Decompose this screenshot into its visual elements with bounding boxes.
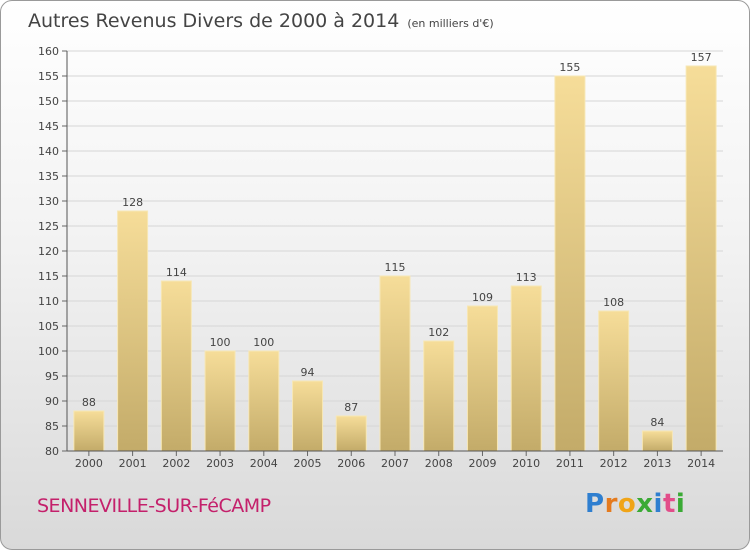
labels: 80 85 90 95 100 105 110 115 120 125 130 135 140 145 15… <box>38 45 715 470</box>
logo-letter: P <box>585 489 605 519</box>
bar <box>73 410 105 452</box>
x-tick-label: 2013 <box>643 457 671 470</box>
x-tick-label: 2001 <box>119 457 147 470</box>
y-tick-label: 115 <box>38 270 59 283</box>
y-tick-label: 135 <box>38 170 59 183</box>
data-label: 102 <box>428 326 449 339</box>
title-unit: (en milliers d'€) <box>407 17 494 30</box>
bar <box>335 415 367 452</box>
data-label: 155 <box>559 61 580 74</box>
x-tick-label: 2007 <box>381 457 409 470</box>
y-tick-label: 90 <box>45 395 59 408</box>
data-label: 113 <box>516 271 537 284</box>
y-tick-label: 120 <box>38 245 59 258</box>
logo-letter: x <box>636 489 654 519</box>
data-label: 108 <box>603 296 624 309</box>
x-tick-label: 2010 <box>512 457 540 470</box>
y-tick-label: 155 <box>38 70 59 83</box>
y-tick-label: 105 <box>38 320 59 333</box>
bar <box>292 380 324 452</box>
x-tick-label: 2006 <box>337 457 365 470</box>
y-tick-label: 140 <box>38 145 59 158</box>
x-tick-label: 2005 <box>294 457 322 470</box>
data-label: 115 <box>385 261 406 274</box>
y-tick-label: 85 <box>45 420 59 433</box>
y-tick-label: 110 <box>38 295 59 308</box>
bar <box>423 340 455 452</box>
x-tick-label: 2008 <box>425 457 453 470</box>
bar <box>160 280 192 452</box>
logo-letter: i <box>653 489 663 519</box>
y-tick-label: 160 <box>38 45 59 58</box>
y-tick-label: 130 <box>38 195 59 208</box>
commune-name: SENNEVILLE-SUR-FéCAMP <box>37 495 271 517</box>
data-label: 94 <box>301 366 315 379</box>
data-label: 100 <box>210 336 231 349</box>
x-tick-label: 2004 <box>250 457 278 470</box>
x-tick-label: 2003 <box>206 457 234 470</box>
data-label: 84 <box>650 416 664 429</box>
bar <box>466 305 498 452</box>
y-tick-label: 125 <box>38 220 59 233</box>
bar <box>204 350 236 452</box>
data-label: 157 <box>691 51 712 64</box>
logo-letter: i <box>675 489 686 519</box>
bars <box>73 65 717 452</box>
bar <box>554 75 586 452</box>
logo-letter: r <box>604 489 618 519</box>
bar <box>248 350 280 452</box>
y-tick-label: 100 <box>38 345 59 358</box>
x-tick-label: 2002 <box>162 457 190 470</box>
logo-letter: o <box>617 489 637 519</box>
x-tick-label: 2011 <box>556 457 584 470</box>
bar <box>510 285 542 452</box>
x-tick-label: 2000 <box>75 457 103 470</box>
x-tick-label: 2014 <box>687 457 715 470</box>
data-label: 100 <box>253 336 274 349</box>
proxiti-logo: Proxiti <box>585 489 685 519</box>
data-label: 109 <box>472 291 493 304</box>
bar <box>117 210 149 452</box>
bar <box>598 310 630 452</box>
y-tick-label: 95 <box>45 370 59 383</box>
y-tick-label: 150 <box>38 95 59 108</box>
bar <box>641 430 673 452</box>
axes <box>62 50 723 456</box>
data-label: 114 <box>166 266 187 279</box>
y-tick-label: 80 <box>45 445 59 458</box>
x-tick-label: 2012 <box>600 457 628 470</box>
bar <box>379 275 411 452</box>
bar <box>685 65 717 452</box>
data-label: 87 <box>344 401 358 414</box>
data-label: 128 <box>122 196 143 209</box>
title-text: Autres Revenus Divers de 2000 à 2014 <box>28 10 400 32</box>
y-tick-label: 145 <box>38 120 59 133</box>
chart-title: Autres Revenus Divers de 2000 à 2014 (en … <box>28 10 494 32</box>
logo-letter: t <box>662 489 676 519</box>
x-tick-label: 2009 <box>468 457 496 470</box>
data-label: 88 <box>82 396 96 409</box>
